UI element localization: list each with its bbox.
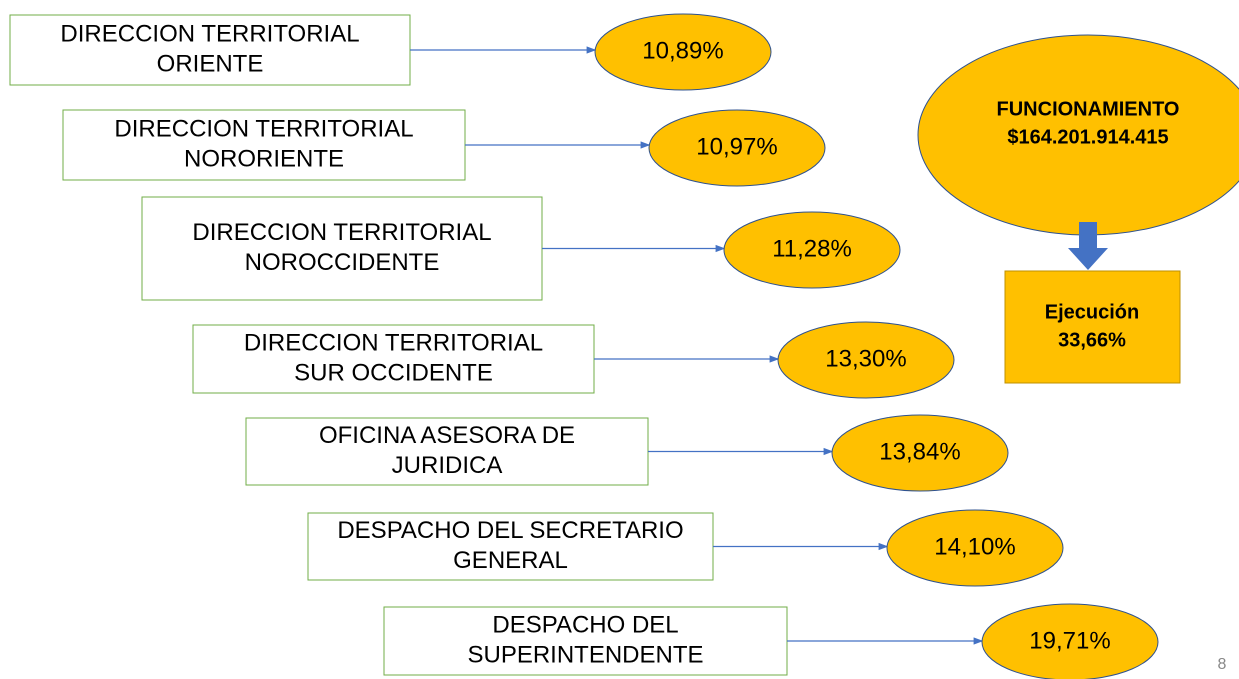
label-line: SUPERINTENDENTE bbox=[467, 641, 703, 668]
label-line: DIRECCION TERRITORIAL bbox=[60, 20, 359, 47]
label-line: DESPACHO DEL bbox=[492, 611, 678, 638]
label-line: SUR OCCIDENTE bbox=[294, 359, 493, 386]
value-text: 10,97% bbox=[696, 133, 777, 160]
label-line: NORORIENTE bbox=[184, 145, 344, 172]
label-box bbox=[245, 417, 649, 486]
label-line: GENERAL bbox=[453, 547, 568, 574]
value-ellipse bbox=[594, 13, 772, 91]
label-box bbox=[141, 196, 543, 301]
value-text: 13,84% bbox=[879, 438, 960, 465]
value-text: 10,89% bbox=[642, 37, 723, 64]
label-line: OFICINA ASESORA DE bbox=[319, 422, 575, 449]
label-box bbox=[192, 324, 595, 394]
label-box bbox=[9, 14, 411, 86]
summary-title: FUNCIONAMIENTO bbox=[997, 98, 1180, 120]
label-box bbox=[307, 512, 714, 581]
label-box bbox=[383, 606, 788, 676]
label-line: DIRECCION TERRITORIAL bbox=[114, 115, 413, 142]
label-line: ORIENTE bbox=[157, 50, 264, 77]
label-line: JURIDICA bbox=[392, 452, 503, 479]
value-ellipse bbox=[981, 603, 1159, 679]
execution-label: Ejecución bbox=[1045, 301, 1139, 323]
label-line: DESPACHO DEL SECRETARIO bbox=[337, 517, 683, 544]
label-line: NOROCCIDENTE bbox=[245, 249, 440, 276]
execution-value: 33,66% bbox=[1058, 329, 1126, 351]
execution-box bbox=[1004, 270, 1181, 384]
summary-amount: $164.201.914.415 bbox=[1007, 126, 1168, 148]
value-ellipse bbox=[648, 109, 826, 187]
value-ellipse bbox=[886, 509, 1064, 587]
label-box bbox=[62, 109, 466, 181]
value-text: 14,10% bbox=[934, 533, 1015, 560]
value-ellipse bbox=[831, 414, 1009, 492]
down-arrow bbox=[1068, 222, 1108, 270]
page-number: 8 bbox=[1218, 656, 1227, 673]
label-line: DIRECCION TERRITORIAL bbox=[244, 329, 543, 356]
value-ellipse bbox=[723, 211, 901, 289]
value-ellipse bbox=[777, 321, 955, 399]
value-text: 19,71% bbox=[1029, 627, 1110, 654]
value-text: 13,30% bbox=[825, 345, 906, 372]
value-text: 11,28% bbox=[772, 235, 852, 262]
label-line: DIRECCION TERRITORIAL bbox=[192, 219, 491, 246]
